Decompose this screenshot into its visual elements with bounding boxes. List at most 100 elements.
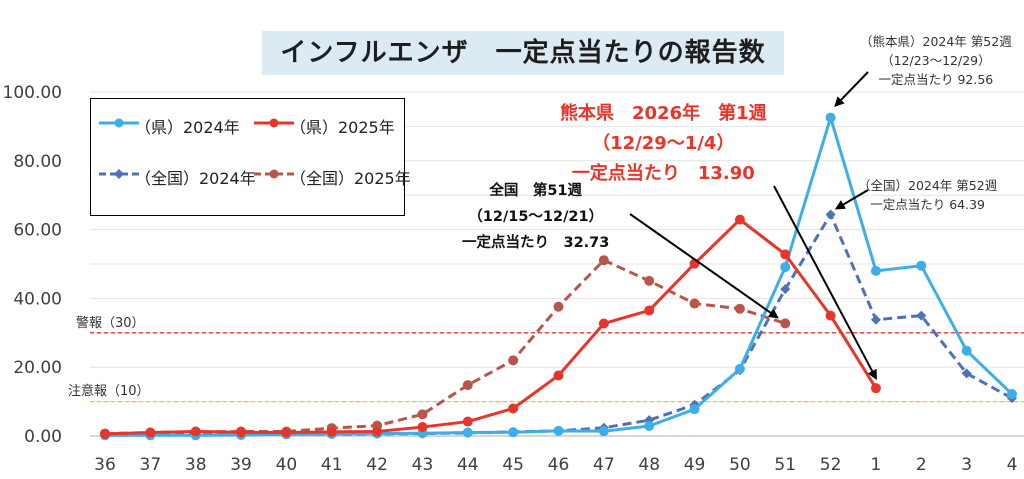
series-lines [100, 112, 1017, 441]
data-point [145, 427, 156, 438]
data-point [916, 260, 927, 271]
x-tick-label: 47 [593, 455, 615, 475]
x-tick-label: 52 [820, 455, 842, 475]
data-point [961, 368, 972, 379]
x-tick-label: 41 [321, 455, 343, 475]
y-tick-label: 0.00 [24, 427, 62, 447]
title-background [262, 31, 784, 75]
annotation-line: 全国 第51週 [489, 183, 583, 199]
annotation-line: 一定点当たり 64.39 [870, 197, 985, 212]
data-point [326, 426, 337, 437]
data-point [598, 255, 609, 266]
data-point [734, 214, 745, 225]
x-tick-label: 44 [457, 455, 479, 475]
x-tick-label: 2 [916, 455, 927, 475]
data-point [734, 303, 745, 314]
data-point [236, 427, 247, 438]
data-point [916, 310, 927, 321]
annotation-line: 熊本県 2026年 第1週 [560, 103, 767, 124]
chart-title: インフルエンザ 一定点当たりの報告数 [280, 38, 766, 68]
data-point [598, 318, 609, 329]
x-tick-label: 49 [684, 455, 706, 475]
data-point [780, 318, 791, 329]
x-tick-label: 4 [1007, 455, 1018, 475]
x-tick-label: 50 [729, 455, 751, 475]
x-tick-label: 3 [961, 455, 972, 475]
reference-lines [90, 332, 1024, 403]
data-point [689, 404, 700, 415]
series-line-1 [104, 218, 878, 436]
legend-label-national-2025: （全国）2025年 [290, 169, 411, 188]
legend-label-pref-2025: （県）2025年 [290, 118, 395, 137]
annotation-line: （全国）2024年 第52週 [858, 178, 998, 193]
annotation-line: （熊本県）2024年 第52週 [860, 34, 1012, 49]
data-point [190, 426, 201, 437]
data-point [961, 345, 972, 356]
data-point [1007, 389, 1017, 400]
data-point [870, 383, 881, 394]
annotation-line: 一定点当たり 32.73 [462, 235, 610, 251]
data-point [372, 426, 383, 437]
data-point [825, 310, 836, 321]
legend-label-national-2024: （全国）2024年 [135, 169, 256, 188]
data-point [644, 421, 655, 432]
x-tick-label: 40 [276, 455, 298, 475]
x-tick-label: 1 [871, 455, 882, 475]
x-axis-labels: 36 37 38 39 40 41 42 43 44 45 46 47 48 49 50 51 52 1 2 3 4 [94, 455, 1017, 475]
data-point [553, 370, 564, 381]
data-point [780, 262, 791, 273]
x-tick-label: 48 [638, 455, 660, 475]
alert-line-label: 警報（30） [76, 316, 145, 331]
data-point [553, 425, 564, 436]
data-point [462, 416, 473, 427]
data-point [508, 427, 519, 438]
data-point [462, 427, 473, 438]
arrow-kumamoto-2026-w1 [773, 185, 877, 380]
annotation-line: 一定点当たり 13.90 [571, 163, 755, 184]
legend-swatch-national-2025 [254, 169, 294, 179]
legend-swatch-national-2024 [99, 169, 139, 179]
data-point [100, 428, 110, 439]
annotation-kumamoto-2024-w52: （熊本県）2024年 第52週 （12/23～12/29） 一定点当たり 92.… [860, 32, 1012, 89]
data-point [870, 265, 881, 276]
x-tick-label: 51 [774, 455, 796, 475]
x-tick-label: 36 [94, 455, 116, 475]
data-point [462, 380, 473, 391]
y-axis-labels: 0.00 20.00 40.00 60.00 80.00 100.00 [3, 83, 62, 447]
y-tick-label: 80.00 [13, 152, 62, 172]
y-tick-label: 40.00 [13, 289, 62, 309]
data-point [598, 426, 609, 437]
data-point [417, 422, 428, 433]
data-point [689, 298, 700, 309]
annotation-line: 一定点当たり 92.56 [878, 72, 994, 87]
data-point [281, 427, 292, 438]
data-point [508, 403, 519, 414]
x-tick-label: 43 [412, 455, 434, 475]
data-point [734, 363, 745, 374]
data-point [508, 355, 519, 366]
x-tick-label: 37 [140, 455, 162, 475]
data-point [417, 409, 428, 420]
legend-swatch-pref-2024 [99, 118, 139, 128]
data-point [870, 314, 881, 325]
x-tick-label: 38 [185, 455, 207, 475]
y-tick-label: 60.00 [13, 221, 62, 241]
annotation-line: （12/15～12/21） [468, 209, 604, 225]
legend: （県）2024年 （県）2025年 （全国）2024年 （全国）2025年 [90, 98, 411, 216]
y-tick-label: 20.00 [13, 358, 62, 378]
y-tick-label: 100.00 [3, 83, 62, 103]
arrow-national-w51 [629, 213, 779, 319]
data-point [780, 284, 791, 295]
data-point [644, 275, 655, 286]
annotation-kumamoto-2026-w1: 熊本県 2026年 第1週 （12/29～1/4） 一定点当たり 13.90 [560, 99, 767, 189]
x-tick-label: 45 [502, 455, 524, 475]
legend-swatch-pref-2025 [254, 118, 294, 128]
data-point [780, 249, 791, 260]
legend-label-pref-2024: （県）2024年 [135, 118, 240, 137]
x-tick-label: 39 [230, 455, 252, 475]
data-point [644, 305, 655, 316]
annotation-line: （12/23～12/29） [881, 53, 991, 68]
caution-line-label: 注意報（10） [68, 384, 150, 399]
annotation-national-w51: 全国 第51週 （12/15～12/21） 一定点当たり 32.73 [462, 178, 609, 256]
